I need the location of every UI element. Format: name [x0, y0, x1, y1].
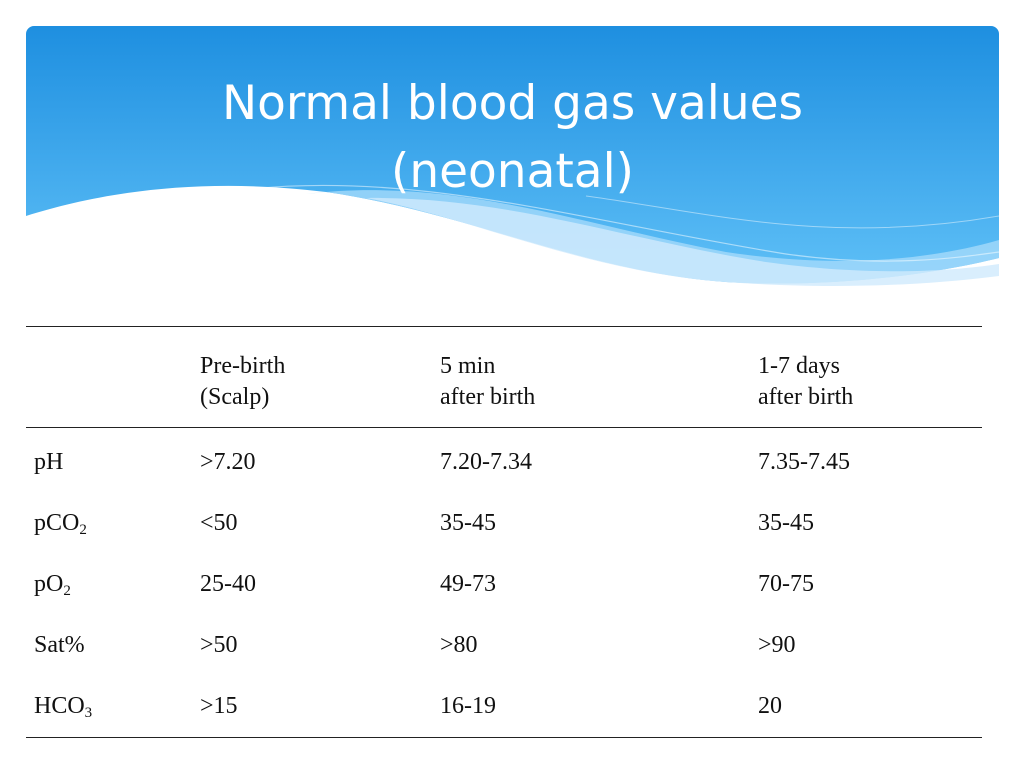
row-parameter: pCO2 — [34, 510, 87, 538]
row-days-value: 35-45 — [758, 510, 814, 536]
row-pre-birth-value: >50 — [200, 632, 238, 658]
header-parameter — [26, 327, 200, 428]
row-parameter: pH — [34, 449, 64, 475]
row-five-min-value: 49-73 — [440, 571, 496, 597]
header-five-min-line1: 5 min — [440, 353, 496, 379]
row-five-min-value: 16-19 — [440, 693, 496, 719]
blood-gas-table-container: Pre-birth (Scalp) 5 min after birth 1-7 … — [26, 326, 982, 738]
header-pre-birth-line1: Pre-birth — [200, 353, 286, 379]
header-one-to-seven-days: 1-7 days after birth — [758, 327, 982, 428]
row-five-min-value: 35-45 — [440, 510, 496, 536]
header-pre-birth: Pre-birth (Scalp) — [200, 327, 440, 428]
row-five-min-value: >80 — [440, 632, 478, 658]
row-pre-birth-value: <50 — [200, 510, 238, 536]
header-pre-birth-line2: (Scalp) — [200, 384, 270, 410]
header-days-line1: 1-7 days — [758, 353, 840, 379]
table-row: HCO3 >15 16-19 20 — [26, 676, 982, 738]
row-parameter: HCO3 — [34, 693, 93, 721]
table-row: Sat% >50 >80 >90 — [26, 615, 982, 676]
slide-title-line1: Normal blood gas values — [221, 76, 804, 131]
row-days-value: 7.35-7.45 — [758, 449, 850, 475]
row-days-value: 20 — [758, 693, 782, 719]
table-row: pO2 25-40 49-73 70-75 — [26, 554, 982, 615]
row-parameter: pO2 — [34, 571, 71, 599]
row-days-value: 70-75 — [758, 571, 814, 597]
slide-title: Normal blood gas values (neonatal) — [26, 70, 999, 206]
row-parameter: Sat% — [34, 632, 85, 658]
header-five-min: 5 min after birth — [440, 327, 758, 428]
table-row: pH >7.20 7.20-7.34 7.35-7.45 — [26, 428, 982, 494]
header-five-min-line2: after birth — [440, 384, 536, 410]
row-pre-birth-value: >15 — [200, 693, 238, 719]
slide-title-line2: (neonatal) — [390, 144, 634, 199]
table-row: pCO2 <50 35-45 35-45 — [26, 493, 982, 554]
header-wave-graphic — [26, 26, 999, 286]
blood-gas-table: Pre-birth (Scalp) 5 min after birth 1-7 … — [26, 326, 982, 738]
row-pre-birth-value: 25-40 — [200, 571, 256, 597]
table-header-row: Pre-birth (Scalp) 5 min after birth 1-7 … — [26, 326, 982, 428]
slide-header-banner: Normal blood gas values (neonatal) — [26, 26, 999, 296]
row-days-value: >90 — [758, 632, 796, 658]
header-days-line2: after birth — [758, 384, 854, 410]
row-pre-birth-value: >7.20 — [200, 449, 256, 475]
row-five-min-value: 7.20-7.34 — [440, 449, 532, 475]
